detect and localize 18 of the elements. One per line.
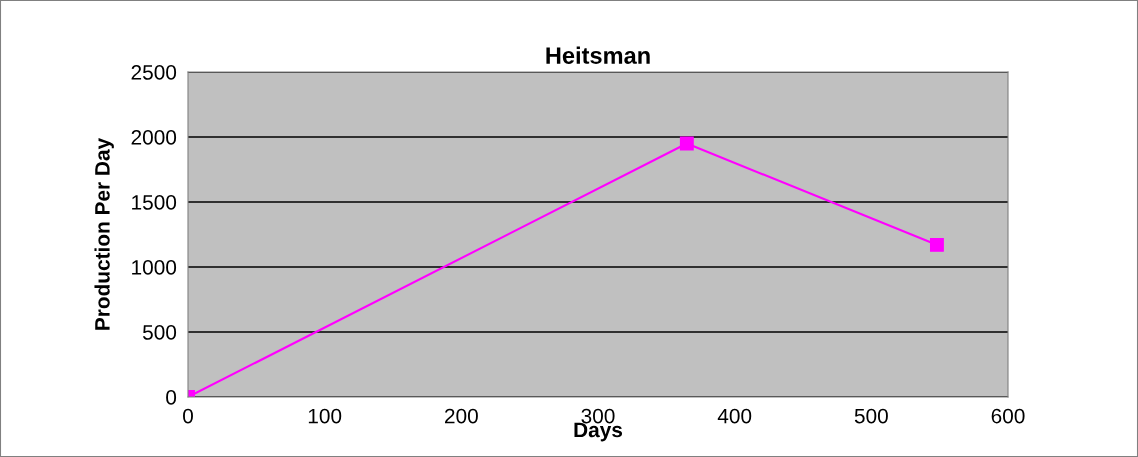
- point: [929, 237, 944, 252]
- y-tick-label: 1000: [132, 260, 177, 275]
- x-tick-label: 200: [445, 408, 478, 424]
- y-tick-label: 2000: [131, 130, 177, 145]
- x-tick-label: 300: [581, 408, 615, 424]
- y-tick-label: 500: [142, 325, 177, 340]
- y-tick-label: 2500: [131, 65, 177, 80]
- chart-title: Heitsman: [546, 46, 650, 64]
- x-tick-label: 0: [183, 408, 193, 424]
- y-axis-title: Production Per Day: [94, 137, 114, 330]
- point: [679, 136, 694, 151]
- y-tick-label: 0: [166, 390, 177, 405]
- x-tick-label: 100: [308, 408, 342, 424]
- x-tick-label: 600: [991, 408, 1025, 424]
- y-tick-label: 1500: [132, 195, 177, 210]
- x-tick-label: 400: [717, 408, 752, 424]
- x-axis-title: Days: [574, 422, 623, 442]
- x-tick-label: 500: [854, 408, 888, 424]
